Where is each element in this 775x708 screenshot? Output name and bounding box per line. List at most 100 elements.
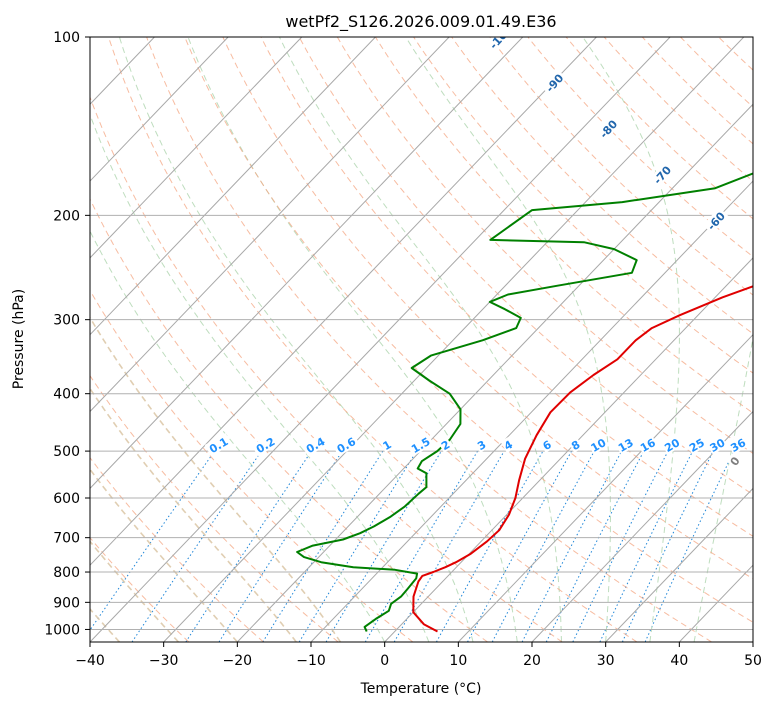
- dry-adiabat: [489, 37, 753, 296]
- mixing-ratio-line: [467, 450, 573, 642]
- dry-adiabat: [90, 456, 264, 642]
- dry-adiabat: [603, 37, 753, 182]
- dry-adiabat: [90, 95, 563, 642]
- dry-adiabat-label: -80: [595, 115, 621, 142]
- dry-adiabat: [260, 37, 753, 537]
- moist-adiabat: [90, 468, 238, 642]
- x-tick-label: 50: [744, 653, 762, 669]
- isotherm: [90, 37, 303, 259]
- dry-adiabat: [90, 374, 339, 642]
- moist-adiabat-label: 0: [726, 453, 743, 469]
- moist-adiabat: [405, 37, 611, 642]
- isotherm: [90, 37, 450, 413]
- mixing-ratio-label-text: 10: [589, 436, 609, 455]
- mixing-ratio-label: 25: [685, 434, 708, 455]
- isotherm: [163, 37, 745, 642]
- mixing-ratio-label-text: 30: [708, 436, 728, 455]
- isotherm: [90, 37, 524, 490]
- x-tick-label: −30: [149, 653, 179, 669]
- mixing-ratio-label: 0.1: [204, 433, 232, 457]
- isotherms: [0, 37, 753, 642]
- isotherm: [384, 257, 753, 642]
- y-axis-label: Pressure (hPa): [11, 289, 27, 389]
- dry-adiabat: [718, 37, 753, 71]
- moist-adiabat: [90, 230, 386, 642]
- isotherm: [90, 37, 671, 642]
- isotherm: [236, 103, 753, 642]
- mixing-ratio-label-text: 20: [662, 436, 682, 455]
- moist-adiabats: [90, 37, 753, 642]
- mixing-ratio-label-text: 13: [616, 436, 636, 455]
- isotherm: [0, 37, 7, 642]
- isotherm: [678, 564, 753, 642]
- mixing-ratio-label: 13: [614, 434, 636, 455]
- mixing-ratio-label: 20: [661, 434, 682, 455]
- mixing-ratio-line: [393, 450, 505, 642]
- moist-adiabat: [187, 37, 518, 642]
- dewpoint-profile-line: [296, 172, 753, 632]
- mixing-ratio-label: 2: [437, 436, 453, 453]
- mixing-ratio-line: [185, 450, 312, 642]
- chart-title: wetPf2_S126.2026.009.01.49.E36: [285, 12, 556, 32]
- mixing-ratio-line: [218, 450, 343, 642]
- x-tick-label: −20: [223, 653, 253, 669]
- x-tick-label: −40: [75, 653, 105, 669]
- y-tick-label: 300: [53, 313, 80, 329]
- mixing-ratio-label: 0.6: [332, 433, 360, 457]
- moist-adiabat: [582, 37, 680, 642]
- y-tick-label: 900: [53, 595, 80, 611]
- x-tick-label: 10: [449, 653, 467, 669]
- dry-adiabat: [90, 536, 190, 642]
- mixing-ratio-label: 1: [379, 436, 395, 453]
- mixing-ratio-line: [325, 450, 442, 642]
- line-labels: -100-90-80-70-60-50-40-30-20-10010203040…: [204, 37, 775, 469]
- mixing-ratio-line: [131, 450, 262, 642]
- pressure-gridlines: [90, 37, 753, 630]
- moist-adiabat: [693, 335, 753, 642]
- dry-adiabat: [757, 37, 775, 642]
- x-tick-label: 30: [597, 653, 615, 669]
- moist-adiabat: [90, 316, 342, 642]
- plot-area: -100-90-80-70-60-50-40-30-20-10010203040…: [0, 37, 775, 642]
- y-tick-label: 500: [53, 444, 80, 460]
- isotherm: [310, 180, 753, 642]
- y-tick-label: 700: [53, 531, 80, 547]
- mixing-ratio-label: 6: [539, 436, 555, 453]
- mixing-ratio-label: 8: [567, 436, 583, 453]
- moist-adiabat: [90, 113, 430, 642]
- y-axis-ticks: 100 200 300 400 500 600 700 800 900 1000: [44, 30, 90, 638]
- mixing-ratio-line: [572, 450, 669, 642]
- mixing-ratio-lines: [90, 450, 735, 642]
- isotherm: [90, 37, 597, 566]
- temperature-profile-line: [412, 285, 753, 633]
- dry-adiabat: [565, 37, 753, 220]
- dry-adiabat: [90, 289, 414, 642]
- dry-adiabat: [680, 37, 753, 108]
- dry-adiabats: [90, 37, 775, 642]
- mixing-ratio-line: [435, 450, 544, 642]
- mixing-ratio-line: [90, 450, 216, 631]
- y-tick-label: 100: [53, 30, 80, 46]
- mixing-ratio-label: 0.4: [301, 433, 329, 457]
- mixing-ratio-label: 0.2: [251, 433, 279, 457]
- isotherm: [457, 333, 753, 642]
- dry-adiabat: [184, 37, 753, 623]
- dry-adiabat-label: -50: [757, 253, 775, 280]
- y-tick-label: 1000: [44, 622, 80, 638]
- dry-adiabat: [451, 37, 753, 335]
- mixing-ratio-label: 1.5: [406, 433, 434, 457]
- dry-adiabat: [527, 37, 753, 258]
- dry-adiabat: [90, 197, 488, 642]
- x-tick-label: 0: [380, 653, 389, 669]
- mixing-ratio-label: 4: [500, 436, 516, 453]
- moist-adiabat: [118, 37, 474, 642]
- mixing-ratio-line: [644, 450, 735, 642]
- mixing-ratio-line: [364, 450, 479, 642]
- dry-adiabat-label: -60: [702, 207, 729, 234]
- x-tick-label: 20: [523, 653, 541, 669]
- mixing-ratio-label: 30: [706, 434, 728, 455]
- profile-series: [296, 172, 753, 633]
- y-tick-label: 200: [53, 208, 80, 224]
- isotherm: [531, 410, 753, 642]
